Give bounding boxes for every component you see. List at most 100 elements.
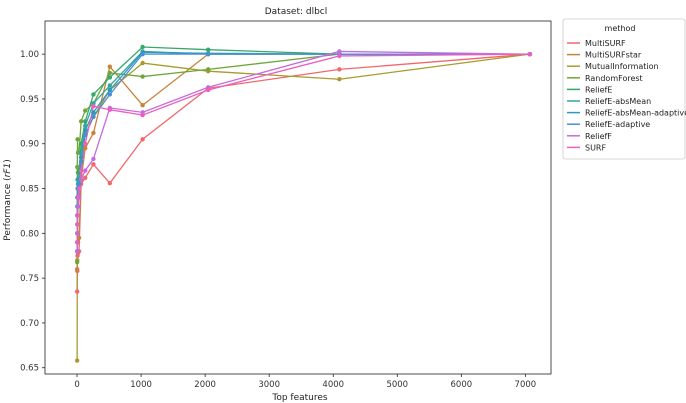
- y-tick-label: 0.70: [20, 319, 39, 329]
- legend-box: [562, 18, 686, 160]
- data-point-randomforest: [107, 70, 113, 76]
- series-line-reliefe-absmean-adaptive: [76, 51, 530, 243]
- data-point-reliefe-absmean: [78, 150, 84, 155]
- legend-entry: ReliefE-absMean: [585, 97, 651, 106]
- data-point-randomforest: [78, 119, 84, 124]
- series-line-reliefe: [76, 46, 530, 216]
- x-tick-label: 5000: [386, 380, 408, 390]
- data-point-multisurf: [74, 289, 80, 294]
- data-point-surf: [76, 186, 82, 191]
- data-point-multisurfstar: [74, 266, 80, 272]
- y-tick-label: 0.95: [20, 95, 39, 105]
- data-point-surf: [75, 195, 81, 200]
- data-point-reliefe-adaptive: [140, 51, 145, 57]
- y-tick-label: 0.75: [20, 274, 39, 284]
- data-point-reliefe-adaptive: [76, 181, 82, 187]
- legend-entry: ReliefE-adaptive: [585, 120, 650, 129]
- data-point-reliefe-absmean-adaptive: [91, 110, 96, 115]
- series-line-reliefe-adaptive: [76, 53, 530, 252]
- data-point-randomforest: [75, 164, 80, 170]
- data-point-randomforest: [206, 67, 211, 72]
- y-axis-label: Performance (rF1): [3, 159, 13, 241]
- x-tick-label: 6000: [451, 380, 473, 390]
- data-point-mutualinformation: [337, 77, 342, 82]
- data-point-multisurfstar: [83, 146, 88, 151]
- data-point-relieff: [74, 249, 80, 254]
- y-tick-label: 0.65: [20, 364, 39, 374]
- series-line-multisurfstar: [76, 53, 530, 270]
- data-point-multisurf: [83, 175, 88, 180]
- series-line-multisurf: [76, 53, 530, 292]
- data-point-reliefe-absmean: [107, 83, 113, 88]
- data-point-surf: [78, 168, 84, 173]
- data-point-randomforest: [75, 137, 80, 142]
- series-line-relieff: [76, 50, 530, 252]
- data-point-multisurfstar: [107, 64, 113, 69]
- data-point-reliefe: [78, 141, 84, 146]
- data-point-surf: [75, 222, 80, 227]
- x-tick-label: 4000: [322, 380, 344, 390]
- series-line-surf: [76, 53, 530, 243]
- data-point-surf: [107, 107, 113, 112]
- data-point-reliefe-absmean-adaptive: [107, 87, 113, 93]
- series-line-randomforest: [76, 53, 530, 263]
- data-point-reliefe-adaptive: [91, 114, 96, 120]
- data-point-mutualinformation: [140, 60, 145, 66]
- chart-title: Dataset: dlbcl: [265, 7, 328, 17]
- x-tick-label: 0: [74, 380, 79, 390]
- data-point-relieff: [78, 177, 84, 182]
- data-point-surf: [140, 112, 145, 118]
- data-point-relieff: [75, 204, 81, 209]
- legend-entry: RandomForest: [585, 74, 643, 83]
- data-point-reliefe: [206, 47, 211, 52]
- legend-title: method: [605, 24, 636, 33]
- data-point-randomforest: [83, 108, 88, 113]
- data-point-relieff: [83, 168, 88, 173]
- legend-entry: ReliefE-absMean-adaptive: [585, 109, 686, 118]
- data-point-relieff: [75, 231, 80, 236]
- data-point-relieff: [91, 156, 96, 162]
- y-tick-label: 1.00: [20, 50, 39, 60]
- data-point-surf: [337, 53, 342, 59]
- data-point-reliefe-absmean: [83, 123, 88, 129]
- x-tick-label: 1000: [130, 380, 152, 390]
- x-tick-label: 7000: [515, 380, 537, 390]
- y-tick-label: 0.85: [20, 185, 39, 195]
- data-point-mutualinformation: [74, 358, 80, 363]
- x-axis-label: Top features: [271, 393, 328, 403]
- data-point-reliefe-adaptive: [206, 51, 211, 57]
- data-point-surf: [91, 103, 96, 109]
- data-point-multisurf: [140, 137, 145, 142]
- legend-entry: SURF: [585, 143, 606, 152]
- data-point-multisurfstar: [91, 130, 96, 136]
- data-point-reliefe: [83, 119, 88, 124]
- plot-area: [44, 20, 552, 375]
- data-point-reliefe-absmean-adaptive: [83, 128, 88, 133]
- y-tick-label: 0.80: [20, 229, 39, 239]
- legend-entry: ReliefF: [585, 132, 612, 141]
- data-point-surf: [83, 141, 88, 146]
- legend-entry: MutualInformation: [585, 62, 659, 71]
- data-point-reliefe-adaptive: [78, 159, 84, 164]
- data-point-multisurfstar: [76, 235, 82, 241]
- series-line-reliefe-absmean: [76, 50, 530, 234]
- data-point-multisurf: [91, 162, 96, 167]
- data-point-reliefe-absmean-adaptive: [78, 154, 84, 160]
- data-point-reliefe: [91, 92, 96, 97]
- data-point-surf: [75, 213, 80, 218]
- data-point-reliefe-adaptive: [83, 132, 88, 137]
- data-point-randomforest: [140, 74, 145, 79]
- data-point-surf: [206, 87, 211, 93]
- x-tick-label: 3000: [258, 380, 280, 390]
- data-point-relieff: [337, 49, 342, 54]
- data-point-reliefe-adaptive: [107, 92, 113, 97]
- legend-entry: MultiSURFstar: [585, 51, 642, 60]
- x-tick-label: 2000: [194, 380, 216, 390]
- data-point-reliefe: [140, 44, 145, 50]
- data-point-multisurfstar: [140, 103, 145, 108]
- data-point-multisurf: [337, 67, 342, 72]
- data-point-randomforest: [74, 259, 80, 265]
- data-point-surf: [527, 51, 533, 57]
- legend-entry: ReliefE: [585, 85, 612, 94]
